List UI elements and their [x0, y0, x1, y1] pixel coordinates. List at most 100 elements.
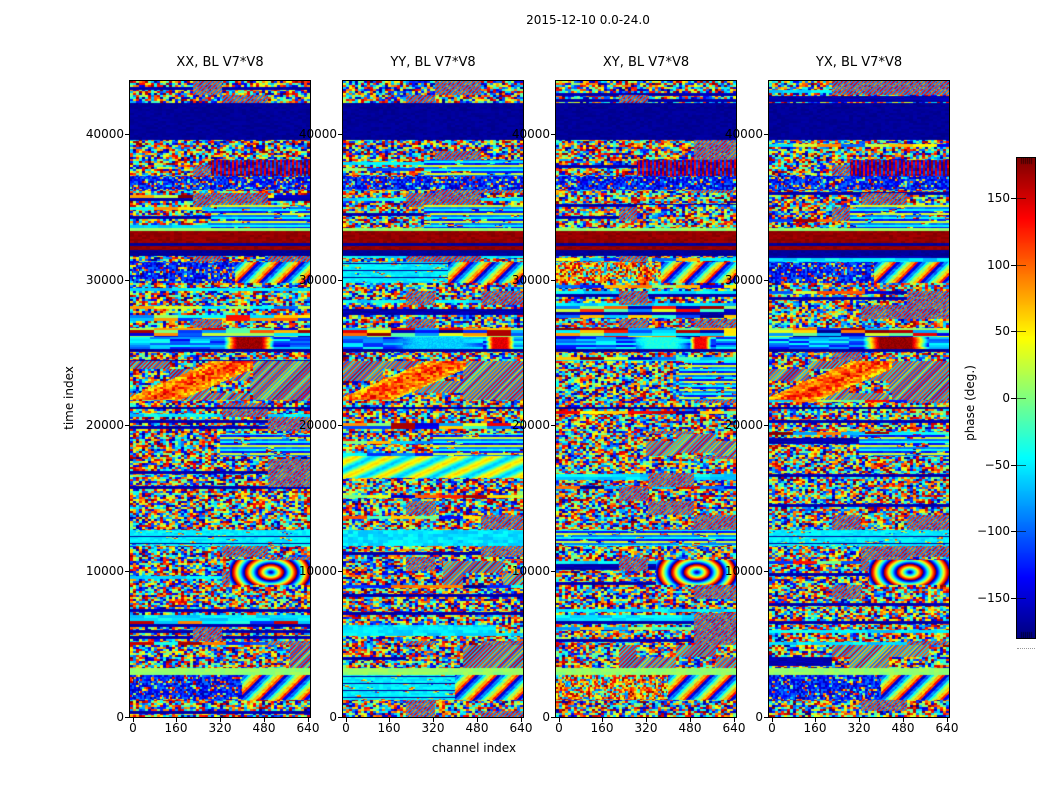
y-tick-mark [551, 134, 555, 135]
figure-title: 2015-12-10 0.0-24.0 [526, 13, 650, 27]
y-tick-label: 40000 [85, 127, 124, 141]
colorbar-tick-mark-inner [1017, 598, 1026, 599]
colorbar-tick-label: 50 [994, 324, 1010, 338]
y-tick-mark [764, 425, 768, 426]
y-tick-label: 0 [755, 710, 763, 724]
colorbar-tick-label: −150 [977, 591, 1010, 605]
y-tick-label: 40000 [298, 127, 337, 141]
y-tick-mark [338, 571, 342, 572]
x-tick-label: 480 [465, 721, 489, 735]
x-tick-label: 0 [555, 721, 563, 735]
heatmap-canvas-yx [769, 81, 949, 717]
x-tick-label: 640 [296, 721, 320, 735]
panel-title-xy: XY, BL V7*V8 [602, 55, 690, 70]
x-tick-label: 320 [421, 721, 445, 735]
y-tick-label: 0 [116, 710, 124, 724]
x-tick-mark [389, 718, 390, 722]
y-tick-label: 20000 [724, 418, 763, 432]
x-tick-label: 0 [768, 721, 776, 735]
x-tick-label: 480 [891, 721, 915, 735]
colorbar-bottom-dotted-line [1017, 648, 1035, 649]
x-tick-mark [433, 718, 434, 722]
colorbar-tick-label: 100 [987, 258, 1010, 272]
y-tick-mark [764, 717, 768, 718]
y-tick-mark [551, 425, 555, 426]
x-tick-label: 160 [164, 721, 188, 735]
y-tick-mark [125, 717, 129, 718]
y-tick-mark [125, 571, 129, 572]
colorbar-tick-mark [1011, 398, 1016, 399]
colorbar-tick-mark [1011, 265, 1016, 266]
y-tick-mark [764, 280, 768, 281]
panel-title-yx: YX, BL V7*V8 [815, 55, 903, 70]
y-tick-label: 10000 [511, 564, 550, 578]
x-tick-mark [602, 718, 603, 722]
x-tick-mark [815, 718, 816, 722]
x-tick-label: 160 [377, 721, 401, 735]
x-tick-label: 480 [678, 721, 702, 735]
colorbar [1016, 157, 1036, 639]
y-tick-label: 30000 [298, 273, 337, 287]
x-tick-mark [264, 718, 265, 722]
x-tick-mark [521, 718, 522, 722]
y-tick-mark [125, 134, 129, 135]
x-tick-mark [947, 718, 948, 722]
x-tick-label: 160 [803, 721, 827, 735]
x-tick-mark [220, 718, 221, 722]
y-tick-label: 40000 [511, 127, 550, 141]
colorbar-tick-mark-inner [1017, 465, 1026, 466]
y-tick-mark [338, 425, 342, 426]
x-tick-mark [133, 718, 134, 722]
x-tick-mark [734, 718, 735, 722]
colorbar-tick-mark-inner [1017, 531, 1026, 532]
x-tick-mark [176, 718, 177, 722]
x-tick-label: 320 [634, 721, 658, 735]
x-tick-label: 320 [208, 721, 232, 735]
colorbar-tick-mark-inner [1017, 265, 1026, 266]
panel-title-yy: YY, BL V7*V8 [390, 55, 476, 70]
y-tick-label: 20000 [298, 418, 337, 432]
colorbar-tick-mark [1011, 465, 1016, 466]
colorbar-tick-mark [1011, 598, 1016, 599]
heatmap-panel-yy [342, 80, 524, 718]
x-tick-label: 320 [847, 721, 871, 735]
heatmap-canvas-yy [343, 81, 523, 717]
colorbar-tick-label: 150 [987, 191, 1010, 205]
x-tick-mark [646, 718, 647, 722]
colorbar-tick-mark [1011, 331, 1016, 332]
colorbar-tick-label: −100 [977, 524, 1010, 538]
heatmap-canvas-xy [556, 81, 736, 717]
y-tick-label: 10000 [298, 564, 337, 578]
colorbar-tick-mark-inner [1017, 198, 1026, 199]
heatmap-canvas-xx [130, 81, 310, 717]
y-tick-mark [338, 280, 342, 281]
x-tick-label: 640 [935, 721, 959, 735]
y-tick-label: 0 [329, 710, 337, 724]
x-tick-mark [477, 718, 478, 722]
colorbar-tick-mark [1011, 531, 1016, 532]
x-tick-label: 480 [252, 721, 276, 735]
y-tick-label: 10000 [724, 564, 763, 578]
x-tick-mark [346, 718, 347, 722]
y-tick-mark [338, 134, 342, 135]
x-tick-mark [772, 718, 773, 722]
x-tick-mark [903, 718, 904, 722]
y-tick-mark [764, 571, 768, 572]
colorbar-tick-mark-inner [1017, 331, 1026, 332]
heatmap-panel-xy [555, 80, 737, 718]
y-tick-label: 30000 [724, 273, 763, 287]
x-tick-label: 0 [129, 721, 137, 735]
y-tick-mark [551, 571, 555, 572]
y-tick-mark [125, 280, 129, 281]
y-tick-mark [125, 425, 129, 426]
colorbar-canvas [1017, 158, 1035, 638]
x-tick-mark [690, 718, 691, 722]
x-axis-label: channel index [431, 741, 517, 755]
y-tick-mark [551, 280, 555, 281]
colorbar-tick-label: −50 [984, 458, 1010, 472]
panel-title-xx: XX, BL V7*V8 [176, 55, 264, 70]
y-tick-label: 30000 [511, 273, 550, 287]
x-tick-label: 640 [722, 721, 746, 735]
heatmap-panel-yx [768, 80, 950, 718]
